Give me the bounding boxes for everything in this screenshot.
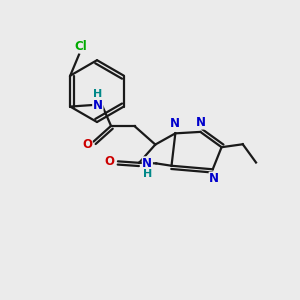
Text: N: N (196, 116, 206, 129)
Text: O: O (82, 138, 92, 151)
Text: H: H (143, 169, 152, 179)
Text: O: O (105, 155, 115, 168)
Text: N: N (209, 172, 219, 185)
Text: N: N (142, 157, 152, 170)
Text: N: N (93, 99, 103, 112)
Text: H: H (93, 89, 103, 99)
Text: Cl: Cl (74, 40, 87, 53)
Text: N: N (170, 117, 180, 130)
